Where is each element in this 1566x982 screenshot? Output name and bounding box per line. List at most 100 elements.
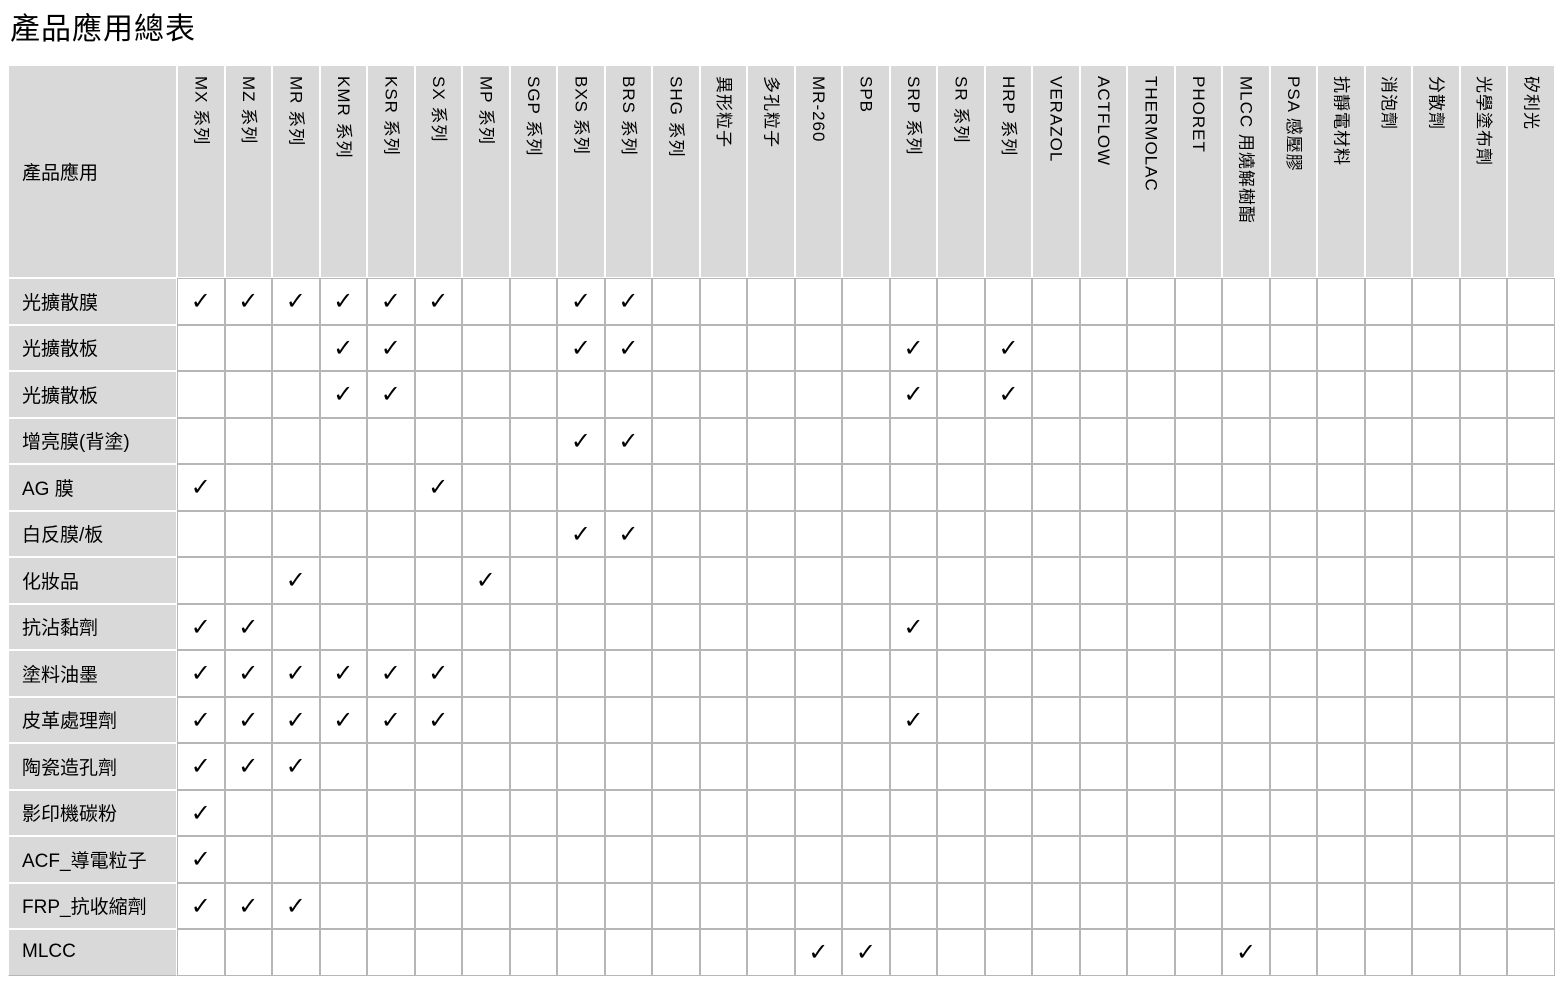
matrix-cell	[1364, 464, 1413, 511]
matrix-cell: ✓	[462, 557, 510, 604]
matrix-cell	[414, 557, 463, 604]
matrix-cell	[1412, 836, 1460, 883]
matrix-cell: ✓	[177, 278, 225, 325]
matrix-cell	[1079, 836, 1128, 883]
matrix-cell	[1032, 743, 1080, 790]
matrix-cell	[1459, 278, 1508, 325]
matrix-cell	[889, 836, 938, 883]
matrix-cell	[509, 371, 558, 418]
matrix-cell	[889, 464, 938, 511]
matrix-cell	[462, 278, 510, 325]
matrix-cell	[842, 510, 890, 557]
column-header-12: 異形粒子	[699, 65, 748, 278]
column-header-label: 異形粒子	[713, 76, 733, 148]
matrix-cell	[1222, 789, 1270, 836]
matrix-cell	[462, 743, 510, 790]
table-row-4: 增亮膜(背塗) ✓ ✓	[8, 417, 1555, 464]
matrix-cell	[1222, 417, 1270, 464]
matrix-cell	[177, 557, 225, 604]
matrix-cell: ✓	[557, 510, 605, 557]
column-header-label: SX 系列	[428, 76, 448, 143]
matrix-cell: ✓	[319, 696, 368, 743]
matrix-cell	[604, 371, 653, 418]
column-header-label: BRS 系列	[618, 76, 638, 156]
matrix-cell	[509, 836, 558, 883]
check-mark: ✓	[570, 288, 591, 316]
matrix-cell	[699, 882, 748, 929]
matrix-cell	[937, 929, 985, 976]
row-label: 抗沾黏劑	[8, 603, 177, 650]
matrix-cell	[1079, 557, 1128, 604]
matrix-cell	[747, 510, 795, 557]
matrix-cell	[604, 789, 653, 836]
matrix-cell: ✓	[794, 929, 843, 976]
matrix-cell	[747, 650, 795, 697]
matrix-cell	[1222, 696, 1270, 743]
column-header-label: THERMOLAC	[1141, 76, 1161, 192]
matrix-cell	[177, 929, 225, 976]
matrix-cell	[747, 743, 795, 790]
matrix-cell	[889, 417, 938, 464]
matrix-cell	[319, 557, 368, 604]
matrix-cell	[794, 789, 843, 836]
matrix-cell	[1317, 789, 1365, 836]
column-header-label: PHORET	[1189, 76, 1209, 153]
matrix-cell	[462, 650, 510, 697]
row-label: 光擴散膜	[8, 278, 177, 325]
matrix-cell	[319, 789, 368, 836]
matrix-cell	[1032, 510, 1080, 557]
matrix-cell	[652, 603, 700, 650]
matrix-cell	[842, 743, 890, 790]
matrix-cell	[1032, 929, 1080, 976]
matrix-cell: ✓	[177, 603, 225, 650]
matrix-cell	[509, 278, 558, 325]
matrix-cell	[367, 789, 415, 836]
check-mark: ✓	[380, 706, 401, 734]
matrix-cell	[794, 650, 843, 697]
matrix-cell	[1032, 603, 1080, 650]
column-header-25: 抗靜電材料	[1317, 65, 1365, 278]
matrix-cell	[1364, 603, 1413, 650]
column-header-14: MR-260	[794, 65, 843, 278]
check-mark: ✓	[998, 334, 1019, 362]
check-mark: ✓	[903, 613, 924, 641]
column-header-21: THERMOLAC	[1127, 65, 1175, 278]
matrix-cell	[604, 929, 653, 976]
matrix-cell	[1174, 836, 1223, 883]
matrix-cell	[1459, 557, 1508, 604]
matrix-cell	[557, 371, 605, 418]
matrix-cell	[462, 417, 510, 464]
column-header-2: MZ 系列	[224, 65, 273, 278]
matrix-cell: ✓	[842, 929, 890, 976]
column-header-label: MZ 系列	[238, 76, 258, 145]
matrix-cell	[1507, 882, 1555, 929]
matrix-cell	[747, 789, 795, 836]
column-header-label: 分散劑	[1426, 76, 1446, 130]
matrix-cell	[1507, 929, 1555, 976]
column-header-27: 分散劑	[1412, 65, 1460, 278]
matrix-cell	[984, 417, 1033, 464]
column-header-16: SRP 系列	[889, 65, 938, 278]
check-mark: ✓	[285, 567, 306, 595]
matrix-cell	[1127, 836, 1175, 883]
matrix-cell	[747, 417, 795, 464]
row-label: 塗料油墨	[8, 650, 177, 697]
matrix-cell	[1459, 464, 1508, 511]
column-header-label: KMR 系列	[333, 76, 353, 159]
matrix-cell	[1079, 789, 1128, 836]
matrix-cell: ✓	[224, 696, 273, 743]
matrix-cell	[604, 557, 653, 604]
column-header-19: VERAZOL	[1032, 65, 1080, 278]
matrix-cell	[794, 743, 843, 790]
matrix-cell	[1222, 464, 1270, 511]
table-row-6: 白反膜/板 ✓ ✓	[8, 510, 1555, 557]
matrix-cell	[1364, 836, 1413, 883]
matrix-cell	[509, 696, 558, 743]
matrix-cell	[652, 278, 700, 325]
matrix-cell	[604, 882, 653, 929]
matrix-cell	[984, 789, 1033, 836]
matrix-cell	[794, 371, 843, 418]
matrix-cell: ✓	[177, 696, 225, 743]
column-header-20: ACTFLOW	[1079, 65, 1128, 278]
check-mark: ✓	[618, 427, 639, 455]
